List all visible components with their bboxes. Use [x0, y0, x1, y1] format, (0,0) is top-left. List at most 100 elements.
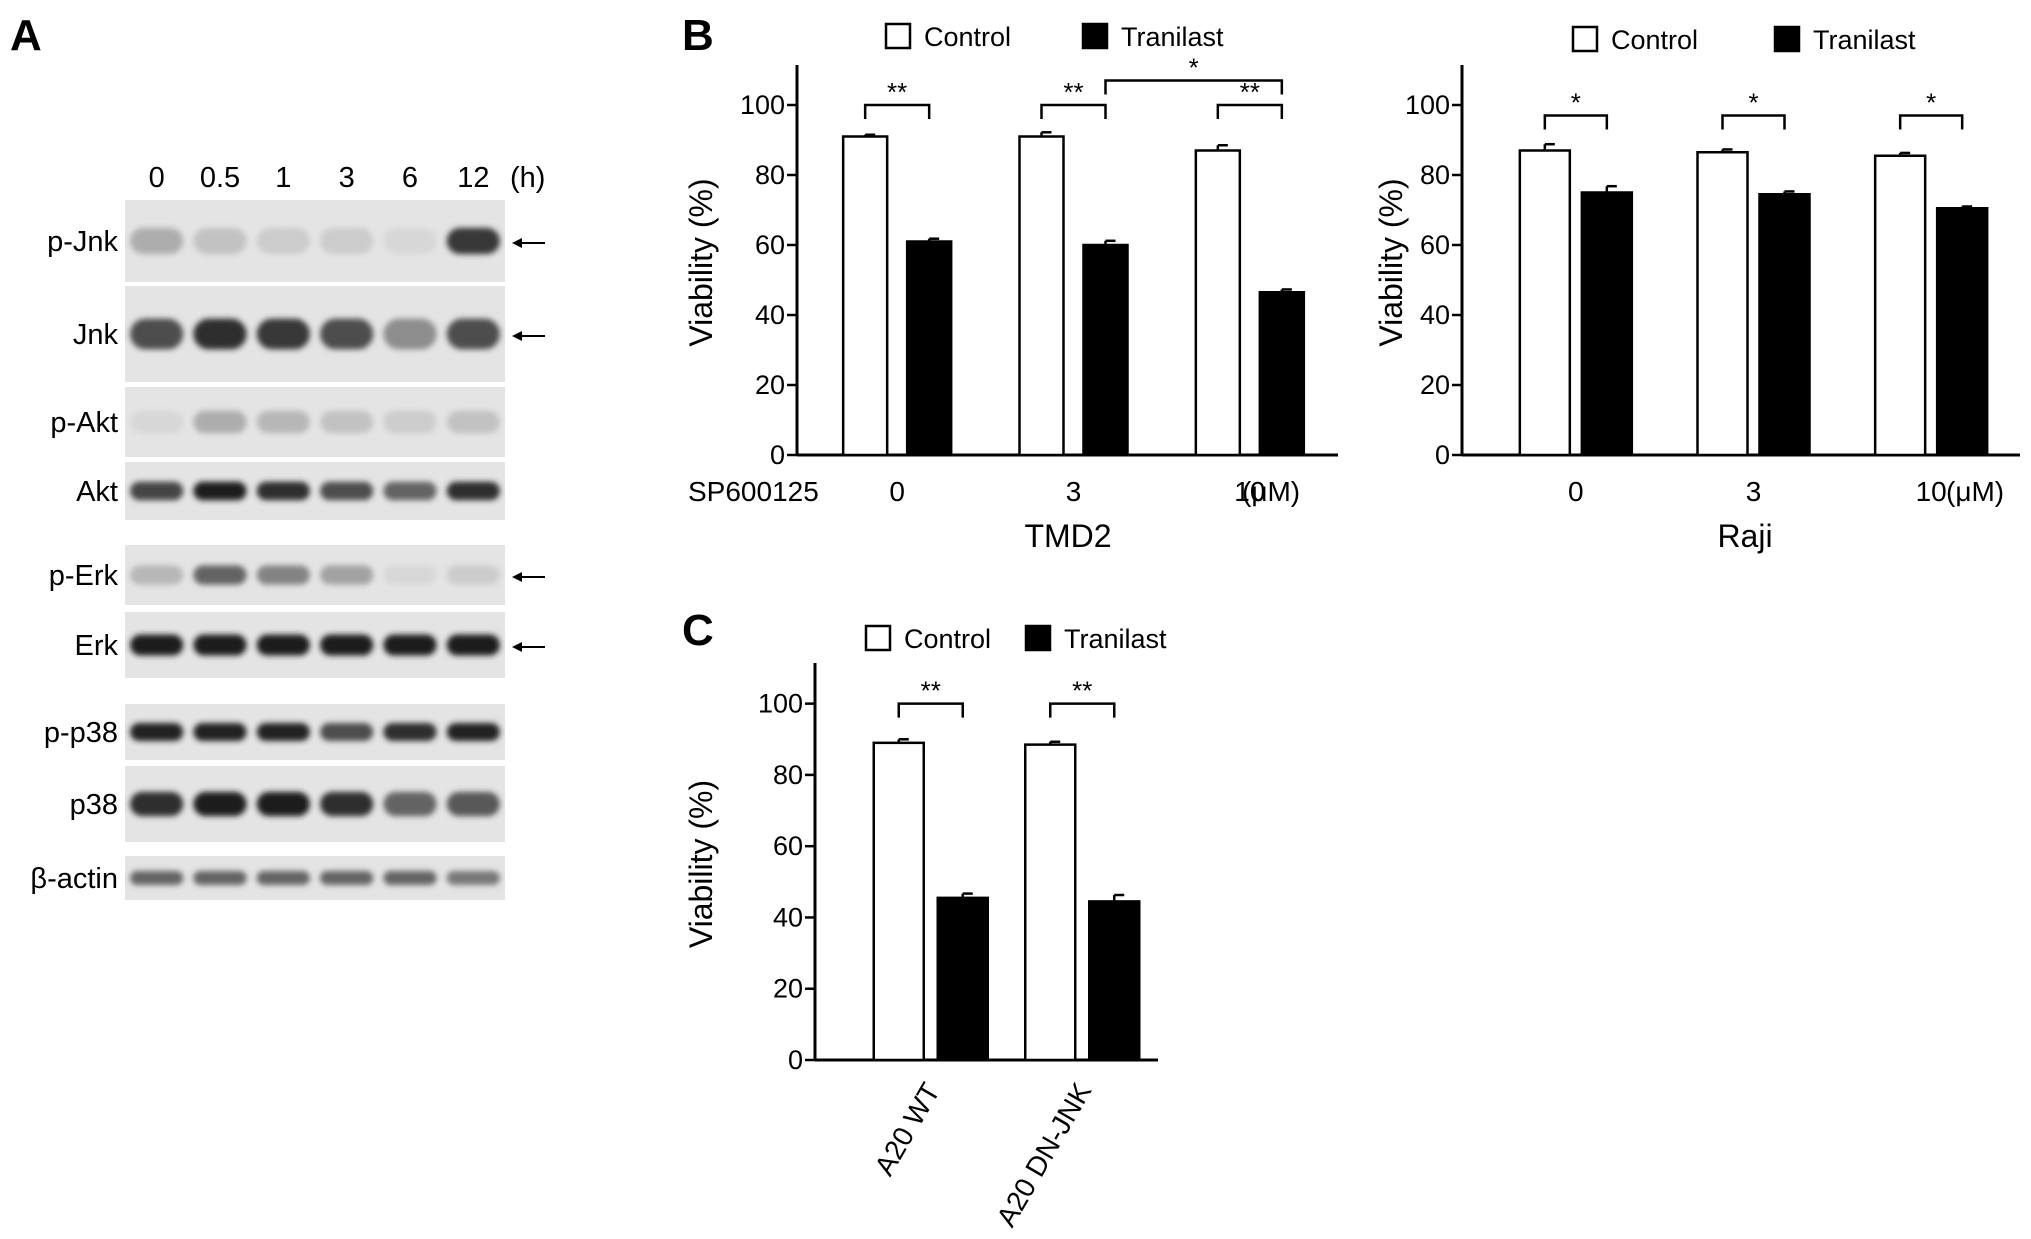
- bar-1-1: [1758, 193, 1811, 457]
- blot-strip-1: [125, 286, 505, 382]
- y-tick-label-1: 20: [755, 370, 785, 400]
- bar-1-0: [905, 240, 953, 457]
- x-unit-label: (μM): [1242, 476, 1300, 507]
- blot-label-5: Erk: [75, 630, 119, 662]
- blot-band-2-2: [256, 410, 310, 434]
- blot-label-6: p-p38: [44, 717, 118, 749]
- bar-0-1: [1696, 151, 1749, 457]
- y-tick-label-1: 20: [773, 974, 803, 1004]
- bar-0-2: [1873, 154, 1927, 457]
- blot-band-0-5: [446, 227, 500, 255]
- blot-band-5-1: [193, 634, 247, 656]
- sig-label-2: **: [1240, 77, 1260, 107]
- blot-band-7-4: [383, 791, 437, 817]
- legend-label-1: Tranilast: [1813, 25, 1916, 55]
- y-tick-label-1: 20: [1420, 370, 1450, 400]
- legend-swatch-1: [1024, 624, 1052, 652]
- blot-band-8-5: [446, 870, 500, 886]
- legend-swatch-0: [1571, 25, 1599, 53]
- lane-label-4: 6: [402, 162, 418, 194]
- western-blot: 0 0.5 1 3 6 12 (h) p-Jnk Jnk p-Akt Akt p-Erk Erk p-p3…: [30, 162, 545, 900]
- blot-band-5-2: [256, 634, 310, 656]
- blot-band-7-5: [446, 791, 500, 817]
- legend-swatch-1: [1773, 25, 1801, 53]
- bar-1-1: [1082, 243, 1129, 457]
- bar-0-1: [1024, 743, 1077, 1062]
- legend-label-0: Control: [904, 624, 991, 654]
- bar-1-0: [936, 896, 989, 1062]
- legend-label-0: Control: [924, 22, 1011, 52]
- blot-label-1: Jnk: [73, 319, 119, 351]
- blot-label-0: p-Jnk: [47, 226, 118, 258]
- blot-band-6-3: [320, 723, 374, 741]
- blot-band-7-3: [320, 791, 374, 817]
- bar-1-2: [1935, 207, 1989, 457]
- blot-band-6-2: [256, 723, 310, 741]
- blot-arrowhead-1: [512, 331, 522, 341]
- bar-0-0: [841, 135, 889, 457]
- sig-label-0: **: [921, 676, 941, 706]
- x-cat-label-1: 3: [1066, 476, 1082, 507]
- blot-band-3-1: [193, 481, 247, 501]
- blot-band-7-1: [193, 791, 247, 817]
- y-tick-label-5: 100: [1405, 90, 1450, 120]
- blot-band-1-3: [320, 318, 374, 350]
- chart-a20: Control Tranilast 0 20 40 60 80 100 Viability (%…: [683, 624, 1167, 1232]
- blot-band-4-2: [256, 565, 310, 585]
- sig-bracket-1: [1040, 103, 1107, 119]
- bar-0-1: [1018, 135, 1065, 457]
- bar-1-1: [1088, 900, 1141, 1062]
- blot-strip-3: [125, 462, 505, 520]
- x-prefix-label: SP600125: [688, 476, 819, 507]
- blot-arrowhead-0: [512, 238, 522, 248]
- blot-label-3: Akt: [76, 476, 118, 508]
- blot-arrowhead-5: [512, 642, 522, 652]
- sig-bracket-0: [863, 103, 931, 119]
- blot-band-4-0: [130, 565, 184, 585]
- y-tick-label-4: 80: [1420, 160, 1450, 190]
- y-tick-label-2: 40: [755, 300, 785, 330]
- sig-label-1: **: [1072, 676, 1092, 706]
- y-tick-label-0: 0: [1435, 440, 1450, 470]
- sig-bracket-2: [1216, 103, 1284, 119]
- legend-label-1: Tranilast: [1064, 624, 1167, 654]
- sig-label-1: **: [1063, 77, 1083, 107]
- lane-unit: (h): [510, 162, 545, 194]
- sig-label-0: **: [887, 77, 907, 107]
- blot-label-4: p-Erk: [49, 560, 119, 592]
- blot-band-2-1: [193, 410, 247, 434]
- bar-1-2: [1258, 291, 1306, 457]
- sig-label-3: *: [1189, 53, 1199, 83]
- blot-band-8-4: [383, 870, 437, 886]
- y-tick-label-5: 100: [758, 689, 803, 719]
- x-axis-title: Raji: [1717, 518, 1772, 554]
- bar-0-0: [872, 741, 925, 1062]
- bar-1-0: [1580, 191, 1634, 457]
- blot-band-4-5: [446, 565, 500, 585]
- x-cat-label-0: 0: [889, 476, 905, 507]
- blot-band-8-2: [256, 870, 310, 886]
- blot-band-2-0: [130, 410, 184, 434]
- blot-band-3-4: [383, 481, 437, 501]
- blot-strip-6: [125, 704, 505, 760]
- x-cat-label-2: 10: [1234, 476, 1265, 507]
- blot-band-6-1: [193, 723, 247, 741]
- x-cat-label-1: A20 DN-JNK: [990, 1077, 1097, 1232]
- y-tick-label-4: 80: [773, 760, 803, 790]
- blot-strip-7: [125, 766, 505, 842]
- sig-bracket-1: [1049, 702, 1116, 718]
- sig-bracket-3: [1104, 79, 1284, 95]
- y-tick-label-5: 100: [740, 90, 785, 120]
- blot-band-8-3: [320, 870, 374, 886]
- blot-band-0-3: [320, 227, 374, 255]
- blot-band-0-2: [256, 227, 310, 255]
- legend-swatch-0: [864, 624, 892, 652]
- blot-band-5-0: [130, 634, 184, 656]
- sig-label-1: *: [1748, 88, 1758, 118]
- blot-band-8-1: [193, 870, 247, 886]
- x-unit-label: (μM): [1946, 476, 2004, 507]
- lane-label-3: 3: [339, 162, 355, 194]
- lane-label-2: 1: [275, 162, 291, 194]
